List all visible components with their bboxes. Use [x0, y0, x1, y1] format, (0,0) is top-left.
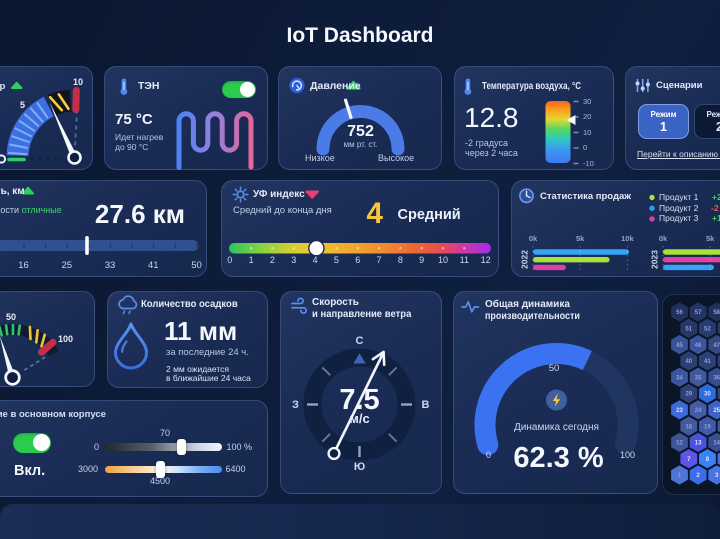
svg-text:36: 36	[713, 375, 720, 381]
svg-text:18: 18	[685, 424, 692, 430]
svg-text:41: 41	[704, 359, 711, 365]
svg-text:24: 24	[695, 408, 702, 414]
svg-text:35: 35	[695, 375, 702, 381]
svg-text:2: 2	[696, 473, 700, 479]
svg-text:1: 1	[678, 473, 682, 479]
svg-text:29: 29	[685, 392, 692, 398]
svg-text:2023: 2023	[650, 250, 660, 269]
svg-text:56: 56	[676, 310, 683, 316]
svg-text:46: 46	[695, 343, 702, 349]
svg-text:0k: 0k	[659, 234, 668, 243]
svg-text:19: 19	[704, 424, 711, 430]
svg-text:14: 14	[713, 441, 720, 447]
svg-text:52: 52	[704, 327, 711, 333]
svg-text:10k: 10k	[621, 234, 634, 243]
svg-text:5k: 5k	[706, 234, 715, 243]
svg-text:2022: 2022	[520, 250, 530, 269]
svg-text:23: 23	[676, 408, 683, 414]
svg-text:0k: 0k	[529, 234, 538, 243]
svg-text:13: 13	[695, 441, 702, 447]
svg-text:30: 30	[704, 392, 711, 398]
svg-text:45: 45	[676, 343, 683, 349]
svg-text:12: 12	[676, 441, 683, 447]
svg-text:40: 40	[685, 359, 692, 365]
svg-text:7: 7	[687, 457, 691, 463]
svg-text:8: 8	[706, 457, 710, 463]
svg-text:57: 57	[695, 310, 702, 316]
svg-text:25: 25	[713, 408, 720, 414]
svg-text:5k: 5k	[576, 234, 585, 243]
svg-text:3: 3	[715, 473, 719, 479]
svg-text:58: 58	[713, 310, 720, 316]
svg-text:34: 34	[676, 375, 683, 381]
svg-text:47: 47	[713, 343, 720, 349]
svg-text:51: 51	[685, 327, 692, 333]
